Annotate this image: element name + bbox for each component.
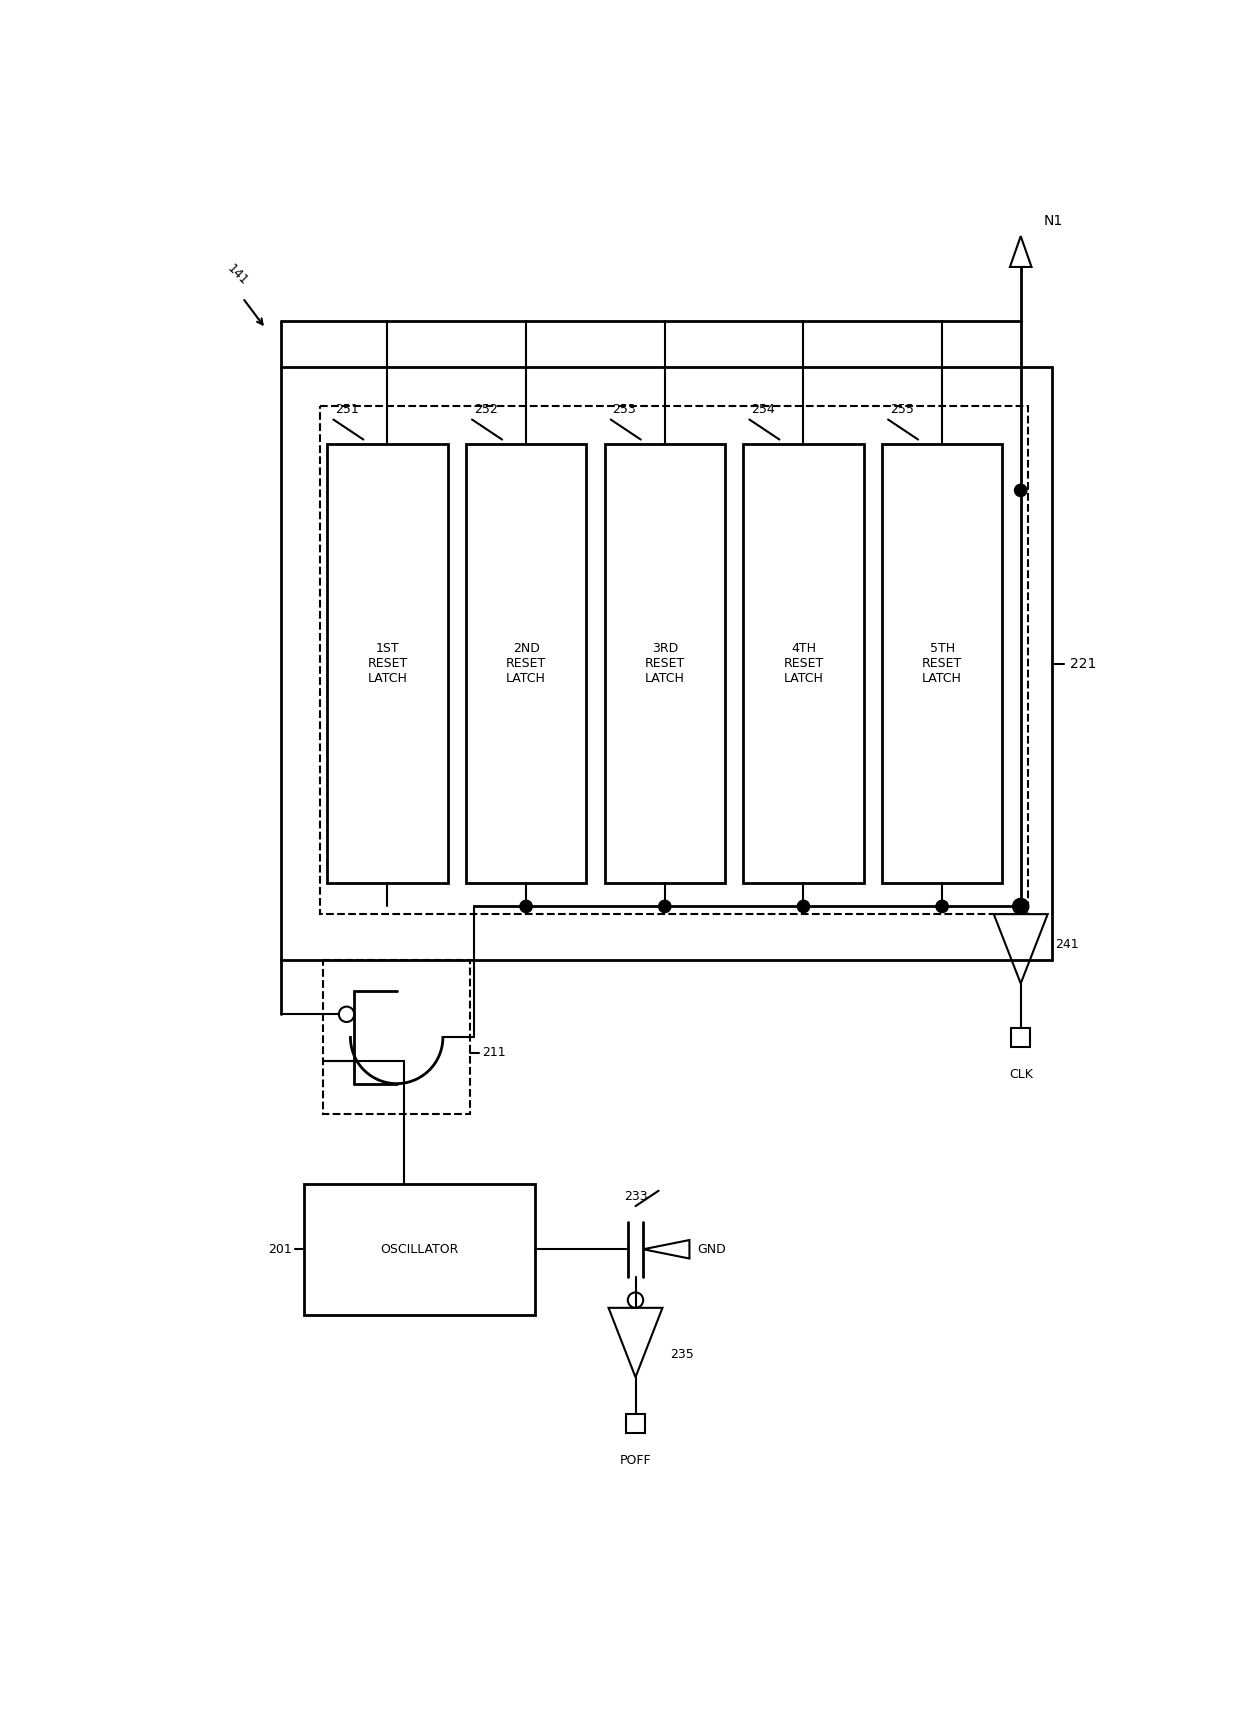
Text: 241: 241 xyxy=(1055,938,1079,951)
Text: 221: 221 xyxy=(1070,657,1096,671)
Bar xyxy=(743,445,863,883)
Bar xyxy=(466,445,587,883)
Bar xyxy=(626,1415,645,1432)
Text: 4TH
RESET
LATCH: 4TH RESET LATCH xyxy=(784,642,823,684)
Text: 255: 255 xyxy=(890,404,914,416)
Circle shape xyxy=(936,900,949,912)
Text: 1ST
RESET
LATCH: 1ST RESET LATCH xyxy=(367,642,408,684)
Bar xyxy=(320,406,1028,914)
Bar xyxy=(882,445,1002,883)
Text: 211: 211 xyxy=(482,1047,506,1059)
Circle shape xyxy=(1013,898,1028,914)
Text: OSCILLATOR: OSCILLATOR xyxy=(381,1242,459,1256)
Bar xyxy=(327,445,448,883)
Circle shape xyxy=(1014,484,1027,496)
Circle shape xyxy=(339,1006,355,1021)
Circle shape xyxy=(1014,900,1027,912)
Polygon shape xyxy=(993,914,1048,984)
Text: 2ND
RESET
LATCH: 2ND RESET LATCH xyxy=(506,642,547,684)
Text: CLK: CLK xyxy=(1009,1068,1033,1081)
Text: 201: 201 xyxy=(268,1242,291,1256)
Circle shape xyxy=(627,1292,644,1307)
Circle shape xyxy=(1014,900,1027,912)
Bar xyxy=(605,445,725,883)
Bar xyxy=(1012,1028,1030,1047)
Text: 5TH
RESET
LATCH: 5TH RESET LATCH xyxy=(923,642,962,684)
Text: 253: 253 xyxy=(613,404,636,416)
Circle shape xyxy=(520,900,532,912)
Text: 252: 252 xyxy=(474,404,497,416)
Circle shape xyxy=(797,900,810,912)
Text: 251: 251 xyxy=(335,404,358,416)
Text: GND: GND xyxy=(697,1242,725,1256)
Polygon shape xyxy=(644,1240,689,1259)
Text: 233: 233 xyxy=(624,1191,647,1203)
Bar xyxy=(304,1184,536,1314)
Bar xyxy=(324,960,470,1114)
Polygon shape xyxy=(1009,236,1032,267)
Circle shape xyxy=(658,900,671,912)
Polygon shape xyxy=(609,1307,662,1377)
Text: 235: 235 xyxy=(670,1348,694,1360)
Text: POFF: POFF xyxy=(620,1454,651,1468)
Text: N1: N1 xyxy=(1044,214,1063,229)
Text: 141: 141 xyxy=(224,262,250,287)
Text: 254: 254 xyxy=(751,404,775,416)
Text: 3RD
RESET
LATCH: 3RD RESET LATCH xyxy=(645,642,684,684)
